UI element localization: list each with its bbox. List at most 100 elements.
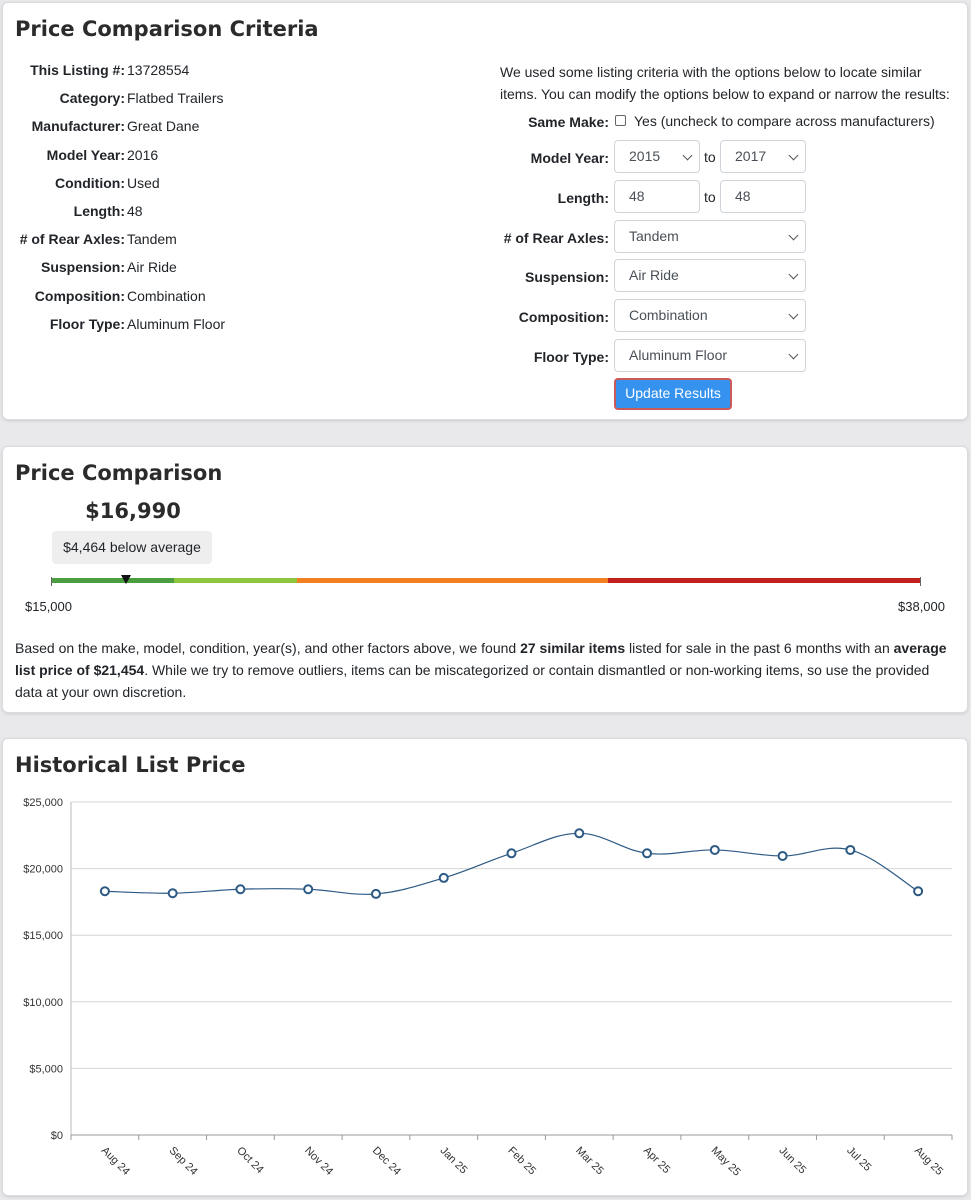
spec-value: Great Dane xyxy=(127,118,200,135)
spec-label: Length: xyxy=(73,203,125,219)
update-results-button[interactable]: Update Results xyxy=(614,378,732,410)
chevron-down-icon xyxy=(788,349,799,360)
price-comparison-card: Price Comparison $16,990 $4,464 below av… xyxy=(2,446,968,713)
spec-value: Combination xyxy=(127,287,206,304)
data-point xyxy=(438,872,449,883)
data-point xyxy=(235,884,246,895)
spec-row: Model Year: 2016 xyxy=(3,147,483,169)
price-bar-segment xyxy=(608,578,920,583)
comparison-summary: Based on the make, model, condition, yea… xyxy=(15,637,960,703)
length-to-text: to xyxy=(704,189,716,205)
below-average-badge: $4,464 below average xyxy=(52,531,212,564)
x-tick-label: Mar 25 xyxy=(573,1145,606,1178)
spec-value: Tandem xyxy=(127,231,177,248)
chevron-down-icon xyxy=(788,269,799,280)
spec-value: 2016 xyxy=(127,146,159,163)
historical-price-card: Historical List Price $0 $5,000 $10,000 $15… xyxy=(2,738,968,1196)
spec-row: Suspension: Air Ride xyxy=(3,259,483,281)
x-tick-label: May 25 xyxy=(709,1145,743,1179)
y-tick-label: $5,000 xyxy=(29,1063,63,1075)
same-make-label: Same Make: xyxy=(528,114,609,130)
spec-label: Category: xyxy=(59,90,125,107)
x-tick-label: Jun 25 xyxy=(776,1145,808,1177)
y-tick-label: $25,000 xyxy=(23,797,63,809)
spec-row: Condition: Used xyxy=(3,175,483,197)
historical-title: Historical List Price xyxy=(15,753,246,777)
range-min-label: $15,000 xyxy=(25,599,72,614)
range-max-label: $38,000 xyxy=(898,599,945,614)
price-comparison-title: Price Comparison xyxy=(15,461,223,485)
price-bar-end-tick xyxy=(920,577,921,586)
spec-label: Model Year: xyxy=(46,146,125,163)
data-point xyxy=(303,884,314,895)
model-year-label: Model Year: xyxy=(530,150,609,166)
spec-value: Flatbed Trailers xyxy=(127,90,224,107)
summary-text: . While we try to remove outliers, items… xyxy=(15,662,930,700)
model-year-from-select[interactable]: 2015 xyxy=(614,140,700,173)
summary-highlight: 27 similar items xyxy=(520,640,626,656)
spec-row: This Listing #: 13728554 xyxy=(3,62,483,84)
spec-row: Composition: Combination xyxy=(3,288,483,310)
data-point xyxy=(370,888,381,899)
x-tick-label: Jan 25 xyxy=(438,1145,470,1177)
spec-row: Floor Type: Aluminum Floor xyxy=(3,316,483,338)
series-line xyxy=(104,832,919,895)
x-tick-label: Oct 24 xyxy=(234,1145,265,1176)
spec-row: # of Rear Axles: Tandem xyxy=(3,231,483,253)
criteria-title: Price Comparison Criteria xyxy=(15,17,319,41)
suspension-label: Suspension: xyxy=(524,269,609,285)
suspension-select[interactable]: Air Ride xyxy=(614,259,806,292)
y-tick-label: $15,000 xyxy=(23,930,63,942)
data-point xyxy=(642,848,653,859)
spec-label: Manufacturer: xyxy=(31,118,125,135)
data-point xyxy=(574,828,585,839)
price-bar-end-tick xyxy=(51,577,52,586)
y-tick-label: $0 xyxy=(51,1130,63,1142)
spec-value: Used xyxy=(127,174,160,191)
spec-label: Composition: xyxy=(34,287,125,304)
spec-label: This Listing #: xyxy=(30,62,125,78)
chevron-down-icon xyxy=(788,309,799,320)
chevron-down-icon xyxy=(788,230,799,241)
length-from-input[interactable]: 48 xyxy=(614,180,700,213)
spec-label: Condition: xyxy=(55,174,125,191)
data-point xyxy=(845,844,856,855)
spec-row: Length: 48 xyxy=(3,203,483,225)
x-tick-label: Aug 25 xyxy=(912,1145,945,1178)
data-point xyxy=(913,886,924,897)
price-bar-segment xyxy=(51,578,174,583)
length-to-input[interactable]: 48 xyxy=(720,180,806,213)
criteria-card: Price Comparison Criteria This Listing #… xyxy=(2,2,968,420)
floor-type-select[interactable]: Aluminum Floor xyxy=(614,339,806,372)
data-point xyxy=(99,886,110,897)
price-bar-segment xyxy=(296,578,609,583)
same-make-checkbox[interactable] xyxy=(615,115,626,126)
floor-type-value: Aluminum Floor xyxy=(629,347,728,363)
same-make-text: Yes (uncheck to compare across manufactu… xyxy=(634,113,935,129)
y-tick-label: $10,000 xyxy=(23,997,63,1009)
model-year-to-text: to xyxy=(704,149,716,165)
x-tick-label: Feb 25 xyxy=(505,1145,538,1178)
rear-axles-select[interactable]: Tandem xyxy=(614,220,806,253)
x-tick-label: Dec 24 xyxy=(370,1145,403,1178)
spec-value: Air Ride xyxy=(127,259,177,276)
spec-label: Floor Type: xyxy=(49,315,125,332)
spec-value: 13728554 xyxy=(127,62,190,78)
spec-value: 48 xyxy=(127,203,143,219)
criteria-intro: We used some listing criteria with the o… xyxy=(500,64,950,102)
spec-label: # of Rear Axles: xyxy=(19,231,125,248)
x-tick-label: Aug 24 xyxy=(99,1145,132,1178)
rear-axles-value: Tandem xyxy=(629,228,679,244)
x-tick-label: Sep 24 xyxy=(167,1145,200,1178)
x-tick-label: Apr 25 xyxy=(641,1145,672,1176)
data-point xyxy=(167,888,178,899)
summary-text: listed for sale in the past 6 months wit… xyxy=(625,640,894,656)
spec-row: Category: Flatbed Trailers xyxy=(3,90,483,112)
model-year-from-value: 2015 xyxy=(629,148,661,164)
historical-price-chart: $0 $5,000 $10,000 $15,000 $20,000 $25,000 Aug … xyxy=(23,797,953,1179)
chevron-down-icon xyxy=(682,150,693,161)
length-label: Length: xyxy=(557,190,609,206)
model-year-to-select[interactable]: 2017 xyxy=(720,140,806,173)
price-bar-segment xyxy=(173,578,297,583)
composition-select[interactable]: Combination xyxy=(614,299,806,332)
